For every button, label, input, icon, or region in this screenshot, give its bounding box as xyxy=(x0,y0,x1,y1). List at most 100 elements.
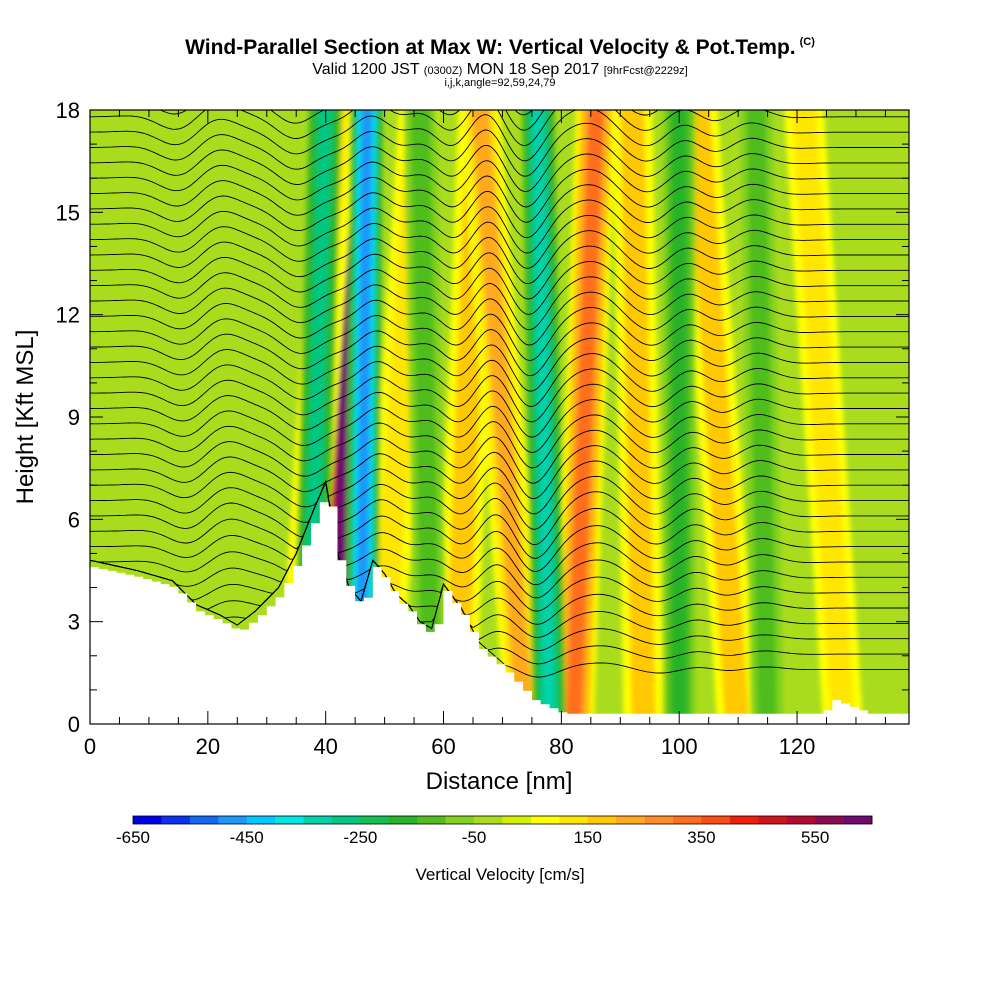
theta-contour xyxy=(90,480,909,546)
theta-contour xyxy=(90,480,909,559)
theta-contour xyxy=(90,199,909,254)
colorbar-swatch xyxy=(559,816,589,824)
theta-contour xyxy=(90,322,909,377)
colorbar-swatch xyxy=(815,816,844,824)
theta-contour xyxy=(90,480,909,652)
colorbar-swatch xyxy=(360,816,390,824)
velocity-shade xyxy=(671,110,687,724)
colorbar-swatch xyxy=(331,816,361,824)
x-tick-label: 120 xyxy=(779,734,816,759)
y-tick-label: 0 xyxy=(68,712,80,737)
x-tick-label: 80 xyxy=(549,734,573,759)
theta-contour xyxy=(90,307,909,361)
updraft-band-4 xyxy=(460,110,545,724)
x-tick-label: 20 xyxy=(196,734,220,759)
y-tick-label: 6 xyxy=(68,507,80,532)
downdraft-band-5 xyxy=(739,110,784,724)
x-tick-label: 60 xyxy=(431,734,455,759)
colorbar-label: -450 xyxy=(230,828,264,847)
theta-contour xyxy=(90,138,909,193)
colorbar-label: 150 xyxy=(574,828,602,847)
theta-contour xyxy=(90,122,909,177)
colorbar-swatch xyxy=(218,816,247,824)
plot-area xyxy=(90,110,909,724)
subtitle-fcst: [9hrFcst@2229z] xyxy=(603,65,688,77)
colorbar-swatch xyxy=(133,816,162,824)
chart-title: Wind-Parallel Section at Max W: Vertical… xyxy=(0,36,1000,60)
theta-contour xyxy=(90,460,909,515)
chart-subtitle: Valid 1200 JST (0300Z) MON 18 Sep 2017 [… xyxy=(0,61,1000,79)
x-tick-label: 0 xyxy=(84,734,96,759)
colorbar-swatch xyxy=(758,816,788,824)
y-tick-label: 18 xyxy=(56,98,80,123)
colorbar-swatch xyxy=(445,816,475,824)
chart-indices: i,j,k,angle=92,59,24,79 xyxy=(444,77,556,89)
velocity-shade xyxy=(792,110,855,724)
colorbar-swatch xyxy=(530,816,560,824)
x-tick-label: 40 xyxy=(313,734,337,759)
colorbar-swatch xyxy=(729,816,759,824)
colorbar-title: Vertical Velocity [cm/s] xyxy=(415,865,584,884)
colorbar-frame xyxy=(132,815,873,825)
theta-contour xyxy=(90,480,909,572)
theta-contour xyxy=(90,368,909,423)
y-tick-label: 3 xyxy=(68,610,80,635)
theta-contour xyxy=(90,337,909,392)
theta-contour xyxy=(90,260,909,315)
velocity-shade xyxy=(410,110,442,724)
title-mark: (C) xyxy=(799,36,815,48)
theta-contour xyxy=(90,475,909,530)
velocity-shade xyxy=(471,110,534,724)
theta-contour xyxy=(90,214,909,269)
y-tick-label: 15 xyxy=(56,200,80,225)
theta-contour xyxy=(90,429,909,484)
y-axis-title: Height [Kft MSL] xyxy=(12,330,39,505)
theta-contour xyxy=(90,445,909,499)
colorbar-label: -650 xyxy=(116,828,150,847)
title-text: Wind-Parallel Section at Max W: Vertical… xyxy=(185,36,796,59)
x-tick-label: 100 xyxy=(661,734,698,759)
theta-contour xyxy=(90,414,909,469)
theta-contour xyxy=(90,480,909,625)
subtitle-date: MON 18 Sep 2017 xyxy=(466,61,600,78)
subtitle-utc: (0300Z) xyxy=(423,65,463,77)
colorbar-swatch xyxy=(388,816,418,824)
velocity-shade xyxy=(686,110,749,724)
y-tick-label: 9 xyxy=(68,405,80,430)
colorbar-swatch xyxy=(701,816,731,824)
theta-contour xyxy=(90,480,909,599)
terrain-mask xyxy=(90,502,909,724)
colorbar-swatch xyxy=(587,816,617,824)
theta-contour xyxy=(90,291,909,346)
colorbar-swatch xyxy=(644,816,674,824)
theta-contour xyxy=(90,110,909,146)
colorbar-swatch xyxy=(275,816,304,824)
updraft-band-8 xyxy=(783,110,864,724)
theta-contour xyxy=(90,184,909,239)
colorbar-swatch xyxy=(616,816,645,824)
colorbar-swatch xyxy=(843,816,873,824)
theta-contours xyxy=(90,110,909,678)
colorbar-swatch xyxy=(246,816,276,824)
theta-contour xyxy=(514,110,533,116)
theta-contour xyxy=(90,480,909,638)
colorbar: -650 -450 -250 -50 150 350 550 xyxy=(116,815,873,847)
theta-contour xyxy=(90,480,909,586)
colorbar-label: 350 xyxy=(687,828,715,847)
theta-contour xyxy=(90,480,909,612)
axes: 0 20 40 60 80 100 120 0 3 6 9 12 15 18 xyxy=(56,98,909,759)
velocity-shade xyxy=(532,110,555,724)
updraft-band-7 xyxy=(677,110,758,724)
theta-contour xyxy=(90,168,909,223)
theta-contour xyxy=(90,383,909,438)
subtitle-main: Valid 1200 JST xyxy=(312,61,420,78)
velocity-shade xyxy=(356,110,372,724)
x-axis-title: Distance [nm] xyxy=(426,768,573,795)
velocity-shade xyxy=(746,110,778,724)
downdraft-band-2 xyxy=(403,110,448,724)
colorbar-swatch xyxy=(474,816,503,824)
theta-contour xyxy=(90,153,909,208)
colorbar-swatch xyxy=(786,816,816,824)
theta-contour xyxy=(90,353,909,407)
